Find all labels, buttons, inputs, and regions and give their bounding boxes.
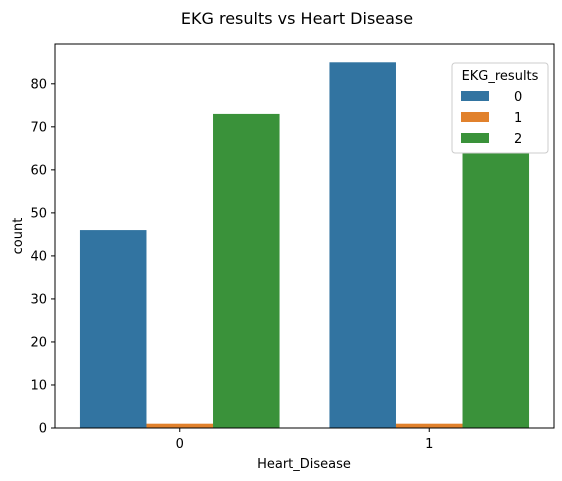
y-tick-label: 20 — [30, 335, 47, 350]
legend-swatch-2 — [461, 133, 489, 143]
y-axis-ticks: 0 10 20 30 40 50 60 70 80 — [30, 77, 55, 437]
y-tick-label: 80 — [30, 77, 47, 92]
y-tick-label: 40 — [30, 249, 47, 264]
legend-box — [451, 62, 549, 154]
y-axis-label: count — [11, 218, 26, 255]
legend-label-0: 0 — [514, 90, 522, 105]
legend-label-2: 2 — [514, 132, 522, 147]
y-tick-label: 50 — [30, 206, 47, 221]
legend-swatch-0 — [461, 91, 489, 101]
legend: EKG_results 0 1 2 — [451, 62, 549, 154]
plot-frame — [54, 43, 555, 429]
bar-cat-0-ekg-2 — [213, 113, 280, 429]
bar-cat-1-ekg-1 — [395, 423, 463, 428]
legend-label-1: 1 — [514, 111, 522, 126]
legend-items: 0 1 2 — [461, 90, 522, 147]
y-tick-label: 0 — [39, 422, 47, 437]
bar-cat-0-ekg-0 — [79, 230, 147, 428]
bar-cat-1-ekg-0 — [329, 62, 396, 429]
x-tick-label: 0 — [176, 437, 184, 452]
chart-title: EKG results vs Heart Disease — [181, 9, 413, 28]
legend-title: EKG_results — [462, 69, 539, 84]
bars-layer — [79, 62, 530, 429]
y-tick-label: 30 — [30, 292, 47, 307]
bar-cat-0-ekg-1 — [146, 423, 214, 428]
y-tick-label: 70 — [30, 120, 47, 135]
y-tick-label: 60 — [30, 163, 47, 178]
x-tick-label: 1 — [425, 437, 433, 452]
y-tick-label: 10 — [30, 378, 47, 393]
legend-swatch-1 — [461, 112, 489, 122]
bar-cat-1-ekg-2 — [462, 152, 530, 428]
x-axis-label: Heart_Disease — [257, 457, 351, 472]
